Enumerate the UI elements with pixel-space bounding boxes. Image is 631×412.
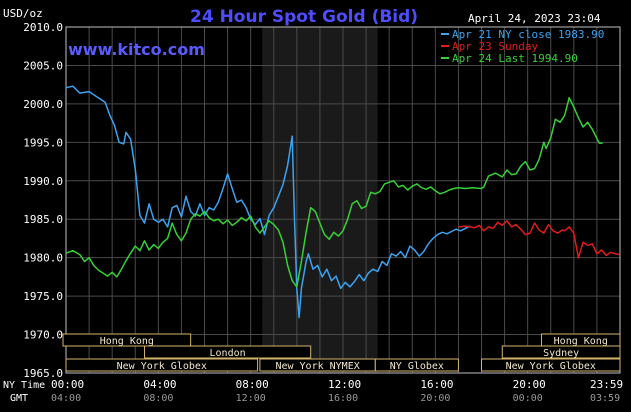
ny-tick-label: 04:00 [143,378,176,391]
y-tick-label: 1965.0 [23,367,63,380]
legend-label: Apr 21 NY close 1983.90 [452,28,604,41]
y-tick-label: 1985.0 [23,213,63,226]
chart-datetime: April 24, 2023 23:04 [468,12,601,25]
ny-tick-label: 23:59 [590,378,623,391]
session-label: New York NYMEX [275,361,359,372]
ny-time-label: NY Time [3,380,45,391]
session-bar [481,358,621,372]
session-bar [143,345,312,359]
gmt-tick-label: 16:00 [328,393,358,404]
y-tick-label: 2010.0 [23,21,63,34]
session-bar [62,333,192,347]
ny-tick-label: 20:00 [513,378,546,391]
session-label: London [210,348,246,359]
y-tick-label: 1970.0 [23,329,63,342]
session-label: NY Globex [390,361,444,372]
session-label: Hong Kong [554,336,608,347]
series-lines [65,85,620,319]
gmt-tick-label: 00:00 [513,393,543,404]
gmt-tick-label: 20:00 [420,393,450,404]
y-tick-labels: 1965.0 1970.0 1975.0 1980.0 1985.0 1990.0 1995… [23,21,63,380]
y-tick-label: 2005.0 [23,59,63,72]
y-tick-label: 1990.0 [23,175,63,188]
legend-label: Apr 24 Last 1994.90 [452,52,578,65]
y-axis-unit: USD/oz [3,7,43,20]
session-bar [374,358,459,372]
series-line [458,220,620,259]
y-tick-label: 1995.0 [23,136,63,149]
series-line [65,85,471,319]
session-label: New York Globex [506,361,596,372]
ny-tick-label: 00:00 [51,378,84,391]
chart-title: 24 Hour Spot Gold (Bid) [190,7,418,27]
x-tick-labels: 00:00 04:00 04:00 08:00 08:00 12:00 12:00 16:00… [51,378,623,404]
session-bar [65,358,259,372]
y-tick-label: 1980.0 [23,252,63,265]
ny-tick-label: 08:00 [236,378,269,391]
session-bar [501,345,621,359]
legend-label: Apr 23 Sunday [452,40,538,53]
ny-tick-label: 16:00 [420,378,453,391]
series-line [65,96,603,288]
gmt-tick-label: 12:00 [236,393,266,404]
y-tick-label: 1975.0 [23,290,63,303]
gmt-tick-label: 03:59 [590,393,620,404]
ny-tick-label: 12:00 [328,378,361,391]
grid-lines [66,27,620,373]
gmt-label: GMT [10,393,28,404]
website-label: www.kitco.com [68,40,205,59]
session-label: New York Globex [117,361,207,372]
session-label: Hong Kong [100,336,154,347]
y-tick-label: 2000.0 [23,98,63,111]
gmt-tick-label: 08:00 [143,393,173,404]
gmt-tick-label: 04:00 [51,393,81,404]
plot-frame [65,26,621,374]
session-label: Sydney [543,348,579,359]
